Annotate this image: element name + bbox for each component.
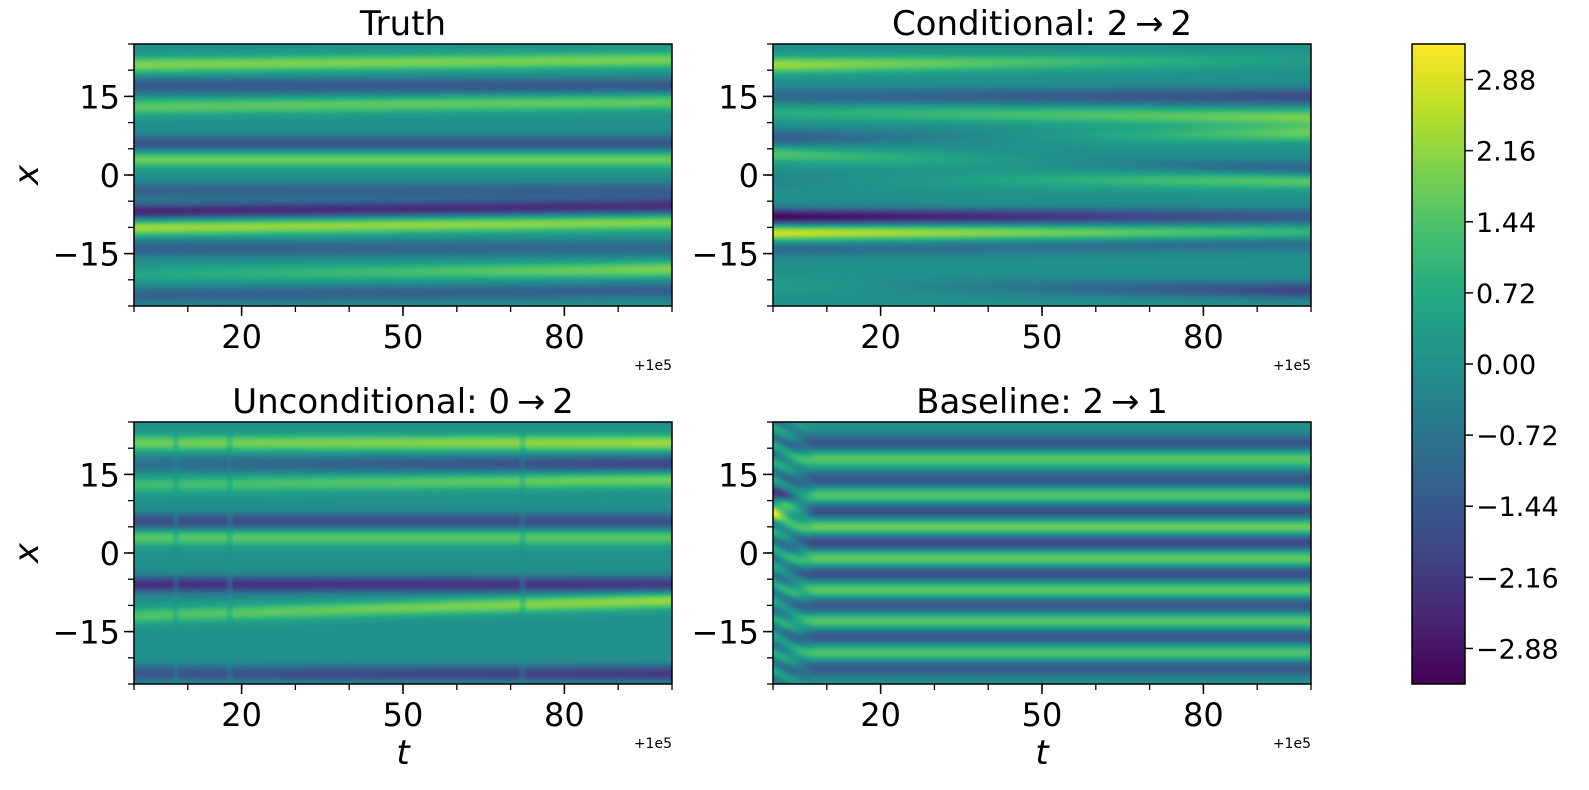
panel-title: Truth (359, 4, 446, 44)
heatmap-image (773, 44, 1311, 306)
colorbar-tick-label: −2.88 (1476, 634, 1559, 665)
x-tick-label: 50 (383, 696, 424, 734)
colorbar-gradient (1412, 44, 1465, 684)
panel-0: 20 50 80 15 0 −15 Truth +1e5 x (7, 4, 673, 374)
colorbar: 2.88 2.16 1.44 0.72 0.00 −0.72 −1.44 −2.16 −2.88 (1411, 43, 1559, 685)
y-tick-label: −15 (52, 614, 120, 652)
colorbar-tick-label: 2.88 (1476, 66, 1536, 97)
colorbar-tick-label: −2.16 (1476, 563, 1559, 594)
colorbar-tick-label: −1.44 (1476, 492, 1559, 523)
y-tick-label: −15 (52, 236, 120, 274)
x-tick-label: 20 (221, 696, 262, 734)
x-tick-label: 50 (383, 318, 424, 356)
y-tick-label: −15 (691, 614, 759, 652)
x-tick-label: 50 (1022, 318, 1063, 356)
colorbar-tick-label: 2.16 (1476, 137, 1536, 168)
panel-3: 20 50 80 15 0 −15 Baseline: 2 → 1 +1e5 t (691, 382, 1312, 773)
x-tick-label: 20 (860, 696, 901, 734)
x-axis-label: t (1035, 733, 1050, 773)
y-tick-label: −15 (691, 236, 759, 274)
y-tick-label: 0 (739, 157, 759, 195)
colorbar-tick-label: −0.72 (1476, 421, 1559, 452)
x-tick-label: 80 (544, 696, 585, 734)
y-tick-label: 15 (79, 78, 120, 116)
panels: 20 50 80 15 0 −15 Truth +1e5 x 20 50 80 15 0 −15 Condit… (7, 4, 1312, 773)
colorbar-tick-label: 0.72 (1476, 279, 1536, 310)
x-tick-label: 80 (1183, 696, 1224, 734)
y-tick-label: 15 (79, 456, 120, 494)
colorbar-tick-label: 0.00 (1476, 350, 1536, 381)
x-tick-label: 50 (1022, 696, 1063, 734)
x-tick-label: 80 (544, 318, 585, 356)
heatmap-image (134, 422, 672, 684)
heatmap-image (773, 422, 1311, 684)
panel-title: Baseline: 2 → 1 (916, 382, 1168, 422)
y-tick-label: 0 (739, 535, 759, 573)
y-tick-label: 0 (100, 157, 120, 195)
panel-1: 20 50 80 15 0 −15 Conditional: 2 → 2 +1e5 (691, 4, 1312, 374)
y-axis-label: x (7, 164, 47, 186)
x-offset-label: +1e5 (634, 358, 672, 374)
x-offset-label: +1e5 (1273, 736, 1311, 752)
x-offset-label: +1e5 (634, 736, 672, 752)
colorbar-tick-label: 1.44 (1476, 208, 1536, 239)
y-tick-label: 0 (100, 535, 120, 573)
x-tick-label: 20 (221, 318, 262, 356)
y-tick-label: 15 (718, 456, 759, 494)
y-axis-label: x (7, 542, 47, 564)
x-tick-label: 20 (860, 318, 901, 356)
y-tick-label: 15 (718, 78, 759, 116)
panel-title: Conditional: 2 → 2 (892, 4, 1192, 44)
x-axis-label: t (396, 733, 411, 773)
heatmap-image (134, 44, 672, 306)
x-offset-label: +1e5 (1273, 358, 1311, 374)
x-tick-label: 80 (1183, 318, 1224, 356)
panel-2: 20 50 80 15 0 −15 Unconditional: 0 → 2 +1e5 t x (7, 382, 673, 773)
panel-title: Unconditional: 0 → 2 (232, 382, 574, 422)
